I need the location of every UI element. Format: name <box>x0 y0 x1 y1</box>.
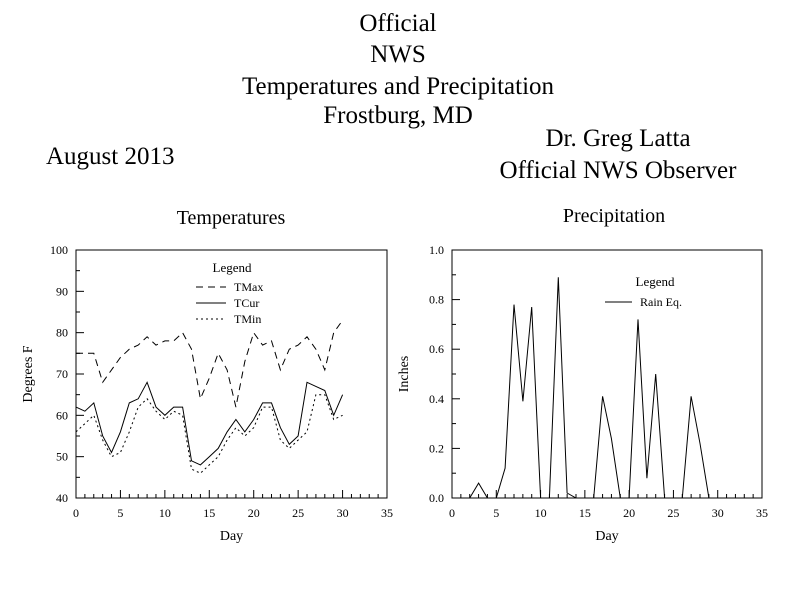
precip-x-tick-label: 10 <box>535 506 547 520</box>
temp-x-tick-label: 15 <box>203 506 215 520</box>
precip-series-rain-eq- <box>460 277 727 499</box>
precip-x-tick-label: 0 <box>449 506 455 520</box>
temp-y-tick-label: 80 <box>56 326 68 340</box>
observer-name: Dr. Greg Latta <box>545 125 691 152</box>
title-line-3: Temperatures and Precipitation <box>241 73 555 100</box>
precip-legend-label: Rain Eq. <box>640 295 682 309</box>
temp-y-tick-label: 40 <box>56 491 68 505</box>
temp-legend-label: TMax <box>234 280 263 294</box>
precip-x-tick-label: 20 <box>623 506 635 520</box>
temp-legend-title: Legend <box>213 260 252 275</box>
temp-x-tick-label: 20 <box>248 506 260 520</box>
temp-series-tcur <box>75 381 344 466</box>
temp-x-tick-label: 5 <box>117 506 123 520</box>
temp-x-axis-label: Day <box>220 529 243 544</box>
title-line-4: Frostburg, MD <box>323 102 473 129</box>
precip-x-tick-label: 5 <box>493 506 499 520</box>
temp-x-tick-label: 25 <box>292 506 304 520</box>
temp-y-tick-label: 90 <box>56 284 68 298</box>
precip-y-tick-label: 0.8 <box>429 293 444 307</box>
precip-y-tick-label: 0.4 <box>429 392 444 406</box>
precip-x-axis-label: Day <box>595 529 618 544</box>
precip-plot-frame <box>451 249 763 499</box>
temp-x-tick-label: 35 <box>381 506 393 520</box>
precip-legend-title: Legend <box>636 274 675 289</box>
precip-x-tick-label: 35 <box>756 506 768 520</box>
precip-x-tick-label: 30 <box>712 506 724 520</box>
precip-y-tick-label: 1.0 <box>429 243 444 257</box>
temp-legend-label: TMin <box>234 312 261 326</box>
temp-y-tick-label: 70 <box>56 367 68 381</box>
temp-series-tmax <box>76 320 344 408</box>
temp-plot-frame <box>75 249 388 499</box>
precip-y-axis-label: Inches <box>397 356 412 393</box>
temp-x-tick-label: 10 <box>159 506 171 520</box>
temp-y-tick-label: 100 <box>50 243 68 257</box>
temp-legend-label: TCur <box>234 296 259 310</box>
temp-x-tick-label: 0 <box>73 506 79 520</box>
temp-y-tick-label: 60 <box>56 408 68 422</box>
temp-x-tick-label: 30 <box>337 506 349 520</box>
precip-chart-title: Precipitation <box>563 205 665 227</box>
title-line-1: Official <box>359 10 437 37</box>
temp-chart-title: Temperatures <box>177 207 286 229</box>
title-line-2: NWS <box>370 41 426 68</box>
precip-y-tick-label: 0.2 <box>429 441 444 455</box>
precip-y-tick-label: 0.0 <box>429 491 444 505</box>
temp-y-tick-label: 50 <box>56 450 68 464</box>
precip-y-tick-label: 0.6 <box>429 342 444 356</box>
month-label: August 2013 <box>46 143 175 170</box>
precip-x-tick-label: 15 <box>579 506 591 520</box>
temp-y-axis-label: Degrees F <box>21 345 36 402</box>
temp-series-tmin <box>75 394 343 474</box>
observer-role: Official NWS Observer <box>499 157 737 184</box>
precip-x-tick-label: 25 <box>667 506 679 520</box>
